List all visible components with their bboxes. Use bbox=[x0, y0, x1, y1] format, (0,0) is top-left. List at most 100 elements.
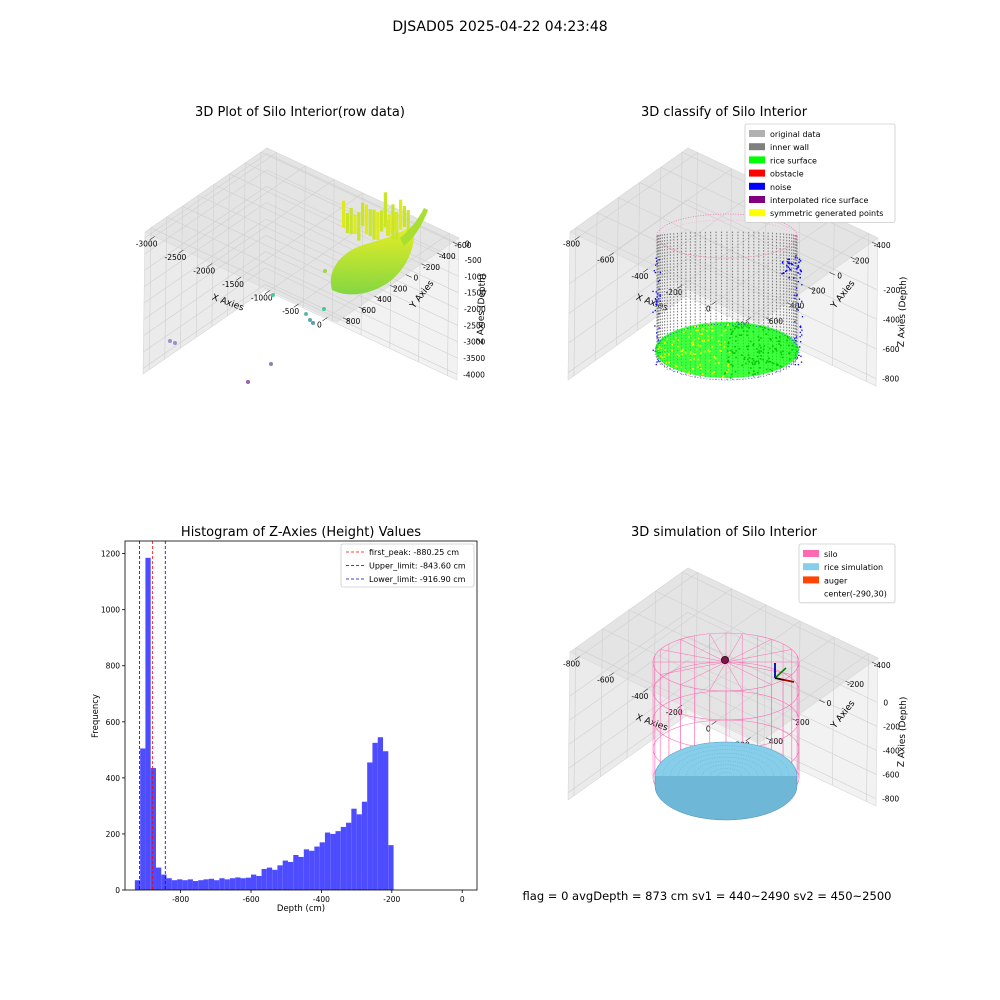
y-tick-label: -600 bbox=[454, 241, 471, 250]
noise-point bbox=[800, 355, 802, 357]
grid-line bbox=[613, 168, 732, 253]
x-tick bbox=[677, 284, 683, 289]
rice-point bbox=[746, 348, 749, 351]
symmetric-point bbox=[678, 354, 680, 357]
noise-point bbox=[654, 325, 656, 327]
noise-point bbox=[798, 354, 800, 356]
rice-point bbox=[759, 358, 762, 360]
rice-point bbox=[749, 367, 752, 369]
noise-point bbox=[656, 336, 658, 338]
x-tick-label: -1500 bbox=[222, 280, 244, 289]
legend-box bbox=[798, 543, 896, 604]
x-tick bbox=[574, 656, 580, 661]
noise-point bbox=[659, 271, 662, 274]
noise-point bbox=[795, 287, 798, 289]
plot-frame bbox=[124, 540, 478, 891]
noise-point bbox=[799, 331, 801, 334]
rice-surface bbox=[655, 322, 799, 378]
silo-spoke bbox=[680, 639, 727, 663]
x-tick-label: -600 bbox=[597, 256, 614, 265]
y-tick-label: 0 bbox=[115, 886, 120, 895]
symmetric-point bbox=[677, 345, 679, 348]
z-axis-label: Z Axies (Depth) bbox=[897, 277, 909, 348]
rice-point bbox=[775, 350, 778, 352]
x-tick-label: -800 bbox=[563, 660, 580, 669]
rice-point bbox=[751, 358, 754, 360]
noise-point bbox=[801, 284, 803, 286]
rice-point bbox=[765, 361, 768, 364]
histogram-bar bbox=[192, 881, 199, 890]
y-tick-label: 600 bbox=[106, 718, 121, 727]
rice-surface-blob bbox=[330, 226, 415, 295]
symmetric-point bbox=[711, 372, 714, 375]
rice-point bbox=[728, 361, 730, 364]
original-data-ring bbox=[659, 219, 795, 259]
histogram-bar bbox=[314, 846, 320, 890]
raw-point-column bbox=[372, 209, 376, 240]
histogram-bar bbox=[309, 850, 315, 890]
y-tick-label: 200 bbox=[393, 284, 408, 293]
y-tick-label: -400 bbox=[439, 252, 456, 261]
auger-axis-y bbox=[774, 667, 787, 679]
noise-point bbox=[790, 269, 792, 271]
symmetric-point bbox=[717, 340, 720, 343]
rice-point bbox=[736, 325, 738, 328]
rice-point bbox=[748, 356, 751, 359]
rice-point bbox=[752, 330, 755, 333]
grid-line bbox=[569, 612, 688, 697]
grid-line bbox=[143, 251, 266, 336]
symmetric-point bbox=[657, 348, 660, 350]
x-tick bbox=[643, 688, 649, 693]
histogram-bar bbox=[198, 880, 204, 890]
rice-point bbox=[786, 336, 789, 339]
rice-point bbox=[763, 345, 766, 347]
symmetric-point bbox=[719, 349, 722, 352]
grid-line bbox=[144, 186, 267, 271]
x-tick-label: -200 bbox=[383, 895, 400, 904]
original-data-ring bbox=[656, 213, 798, 259]
raw-point-column bbox=[357, 212, 361, 241]
rice-point bbox=[732, 325, 734, 327]
rice-point bbox=[756, 355, 759, 358]
x-tick-label: -400 bbox=[631, 692, 648, 701]
rice-point bbox=[733, 352, 736, 354]
grid-line bbox=[579, 152, 698, 237]
rice-point bbox=[734, 325, 737, 328]
noise-point bbox=[656, 260, 658, 263]
noise-point bbox=[659, 294, 661, 296]
symmetric-point bbox=[699, 363, 701, 366]
noise-point bbox=[655, 363, 657, 366]
rice-point bbox=[727, 360, 729, 363]
rice-point bbox=[759, 367, 761, 369]
symmetric-point bbox=[680, 366, 683, 369]
raw-point bbox=[269, 362, 273, 366]
rice-point bbox=[752, 359, 755, 362]
symmetric-point bbox=[699, 345, 702, 347]
histogram-bar bbox=[245, 877, 252, 890]
x-tick-label: -1000 bbox=[251, 294, 273, 303]
symmetric-point bbox=[722, 375, 725, 377]
symmetric-point bbox=[726, 371, 728, 374]
rice-point bbox=[744, 356, 746, 359]
legend-label: symmetric generated points bbox=[770, 209, 883, 218]
y-tick bbox=[452, 241, 459, 246]
y-tick bbox=[808, 287, 815, 291]
legend-box bbox=[744, 123, 896, 223]
symmetric-point bbox=[713, 356, 716, 358]
symmetric-point bbox=[689, 358, 692, 361]
rice-point bbox=[780, 351, 782, 354]
histogram-bar bbox=[335, 831, 341, 890]
legend-label: first_peak: -880.25 cm bbox=[369, 548, 459, 557]
histogram-bar bbox=[356, 814, 362, 890]
panel-histogram: Histogram of Z-Axies (Height) Values -800… bbox=[91, 525, 478, 914]
raw-point-column bbox=[345, 212, 349, 234]
noise-point bbox=[787, 261, 789, 263]
noise-point bbox=[797, 264, 799, 267]
symmetric-point bbox=[714, 362, 717, 365]
symmetric-point bbox=[721, 376, 724, 378]
rice-point bbox=[729, 349, 732, 352]
rice-point bbox=[729, 337, 731, 339]
y-tick bbox=[342, 317, 349, 321]
x-tick bbox=[711, 721, 717, 725]
histogram-bar bbox=[240, 878, 246, 890]
